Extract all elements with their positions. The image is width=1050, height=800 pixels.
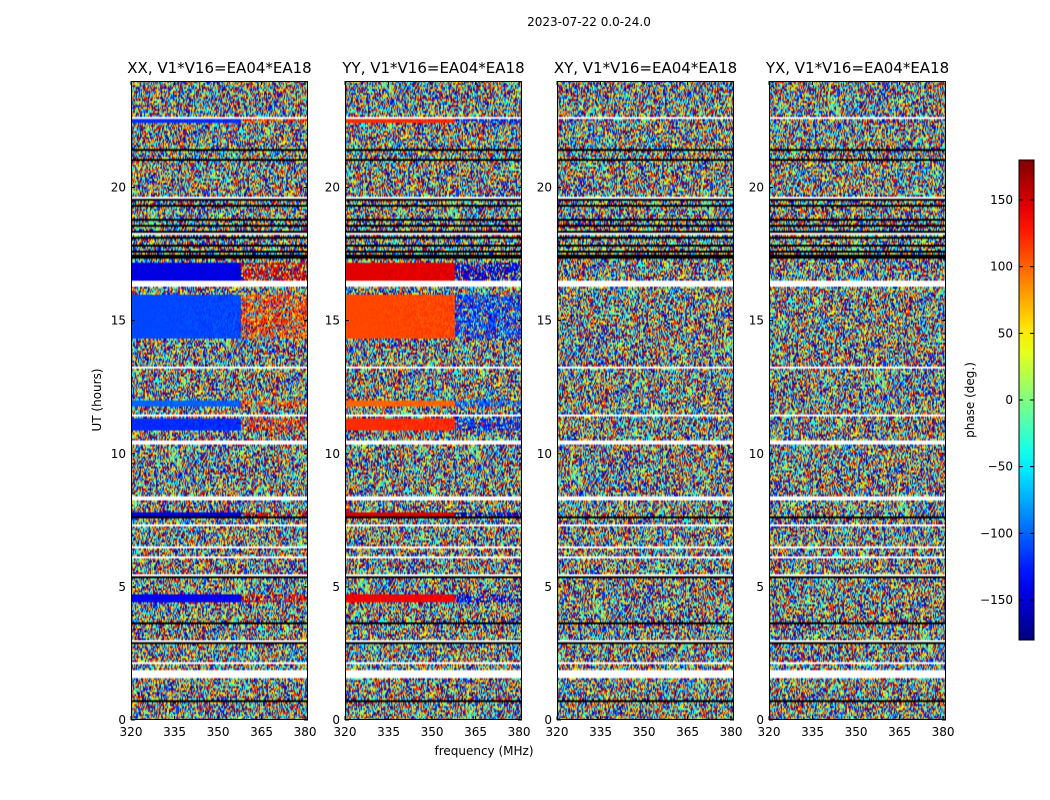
panels-group: XX, V1*V16=EA04*EA18 320 335 350 365 380 0 5 10 1… [111, 59, 955, 739]
y-tick-label: 5 [332, 580, 340, 594]
panel-4-frame [769, 81, 946, 720]
y-tick-label: 10 [537, 447, 552, 461]
y-tick-label: 15 [537, 314, 552, 328]
y-tick-label: 20 [537, 181, 552, 195]
colorbar-tick-label: 100 [990, 260, 1013, 274]
x-tick-label: 350 [421, 725, 444, 739]
x-tick-label: 365 [464, 725, 487, 739]
panel-1-frame [131, 81, 308, 720]
x-tick-label: 320 [120, 725, 143, 739]
panel-2-title: YY, V1*V16=EA04*EA18 [341, 59, 524, 77]
x-tick-label: 320 [758, 725, 781, 739]
x-tick-label: 335 [589, 725, 612, 739]
y-tick-label: 5 [118, 580, 126, 594]
panel-4: YX, V1*V16=EA04*EA18 320 335 350 365 380 0 5 10 1… [749, 59, 955, 739]
x-tick-label: 320 [546, 725, 569, 739]
y-tick-label: 15 [325, 314, 340, 328]
y-tick-label: 5 [756, 580, 764, 594]
y-tick-label: 10 [325, 447, 340, 461]
colorbar-tick-label: 50 [998, 326, 1013, 340]
x-tick-label: 365 [250, 725, 273, 739]
colorbar-label: phase (deg.) [963, 362, 977, 438]
x-tick-label: 320 [334, 725, 357, 739]
x-tick-label: 380 [720, 725, 743, 739]
colorbar-tick-label: 0 [1005, 393, 1013, 407]
x-tick-label: 350 [207, 725, 230, 739]
x-tick-label: 335 [377, 725, 400, 739]
x-tick-label: 380 [508, 725, 531, 739]
panel-2-raster [345, 81, 522, 720]
y-tick-label: 20 [749, 181, 764, 195]
y-tick-label: 5 [544, 580, 552, 594]
panel-3-title: XY, V1*V16=EA04*EA18 [554, 59, 737, 77]
panel-2-frame [345, 81, 522, 720]
panel-1: XX, V1*V16=EA04*EA18 320 335 350 365 380 0 5 10 1… [111, 59, 317, 739]
colorbar-tick-label: −50 [988, 460, 1013, 474]
x-tick-label: 365 [676, 725, 699, 739]
x-tick-label: 365 [888, 725, 911, 739]
x-tick-label: 350 [633, 725, 656, 739]
colorbar-tick-label: −150 [980, 593, 1013, 607]
y-tick-label: 20 [325, 181, 340, 195]
panel-4-raster [769, 81, 946, 720]
panel-1-title: XX, V1*V16=EA04*EA18 [127, 59, 311, 77]
y-tick-label: 0 [544, 713, 552, 727]
x-axis-label: frequency (MHz) [434, 744, 533, 758]
panel-4-title: YX, V1*V16=EA04*EA18 [765, 59, 949, 77]
panel-1-raster [131, 81, 308, 720]
x-tick-label: 380 [932, 725, 955, 739]
colorbar: −150 −100 −50 0 50 100 150 [980, 159, 1035, 641]
y-tick-label: 10 [749, 447, 764, 461]
panel-2: YY, V1*V16=EA04*EA18 320 335 350 365 380 0 5 10 1… [325, 59, 531, 739]
panel-3: XY, V1*V16=EA04*EA18 320 335 350 365 380 0 5 10 1… [537, 59, 743, 739]
x-tick-label: 380 [294, 725, 317, 739]
x-tick-label: 335 [163, 725, 186, 739]
y-tick-label: 10 [111, 447, 126, 461]
x-tick-label: 350 [845, 725, 868, 739]
colorbar-tick-label: 150 [990, 193, 1013, 207]
y-tick-label: 15 [749, 314, 764, 328]
panel-3-raster [557, 81, 734, 720]
panel-3-frame [557, 81, 734, 720]
colorbar-tick-label: −100 [980, 526, 1013, 540]
x-tick-label: 335 [801, 725, 824, 739]
y-tick-label: 15 [111, 314, 126, 328]
y-tick-label: 0 [332, 713, 340, 727]
y-tick-label: 0 [756, 713, 764, 727]
y-axis-label: UT (hours) [90, 368, 104, 431]
y-tick-label: 20 [111, 181, 126, 195]
figure-suptitle: 2023-07-22 0.0-24.0 [527, 15, 651, 29]
y-tick-label: 0 [118, 713, 126, 727]
